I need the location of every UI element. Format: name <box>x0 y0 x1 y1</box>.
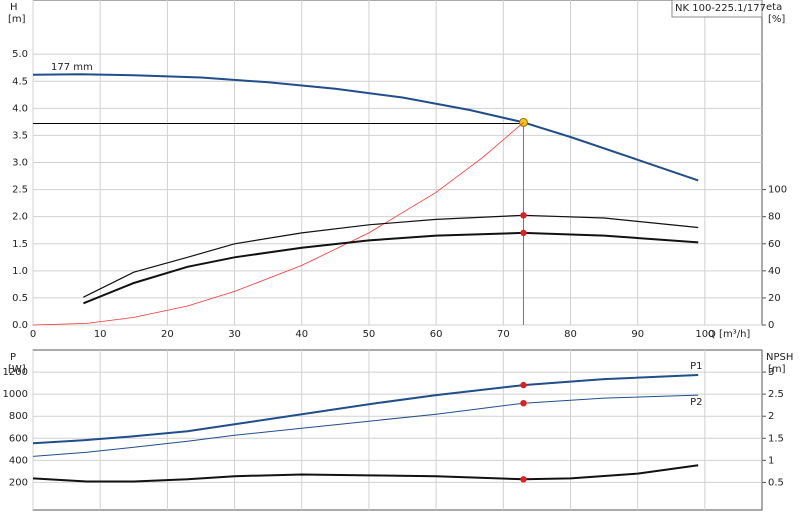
x-tick-label: 100 <box>695 329 714 340</box>
y2-tick-label: 2.5 <box>768 389 784 400</box>
x-tick-label: 30 <box>228 329 241 340</box>
series-line <box>32 394 699 457</box>
y-tick-label: 5.0 <box>12 49 28 60</box>
y2-axis-unit: [%] <box>768 14 785 25</box>
y2-tick-label: 2 <box>768 411 774 422</box>
x-tick-label: 70 <box>497 329 510 340</box>
y-tick-label: 1000 <box>3 389 28 400</box>
series-line <box>32 122 524 326</box>
x-tick-label: 90 <box>631 329 644 340</box>
series-line <box>83 214 699 298</box>
y-axis-unit: [m] <box>8 14 26 25</box>
series-line <box>32 73 699 182</box>
y-tick-label: 1.0 <box>12 266 28 277</box>
series-line <box>32 374 699 445</box>
y2-tick-label: 3 <box>768 367 774 378</box>
y2-tick-label: 60 <box>768 239 781 250</box>
series-label: P2 <box>690 397 702 408</box>
y-tick-label: 2.5 <box>12 185 28 196</box>
series-line <box>83 231 699 305</box>
y-tick-label: 0.5 <box>12 293 28 304</box>
y2-tick-label: 1.5 <box>768 433 784 444</box>
y-tick-label: 1200 <box>3 367 28 378</box>
series-label: P1 <box>690 361 702 372</box>
duty-marker <box>520 229 527 237</box>
y2-tick-label: 80 <box>768 212 781 223</box>
y-tick-label: 4.0 <box>12 103 28 114</box>
y2-axis-label: eta <box>766 2 782 13</box>
y-axis-label: H <box>10 2 18 13</box>
series-line <box>32 464 699 483</box>
y2-tick-label: 100 <box>768 185 787 196</box>
y-tick-label: 800 <box>9 411 28 422</box>
y-tick-label: 1.5 <box>12 239 28 250</box>
x-tick-label: 60 <box>430 329 443 340</box>
y-tick-label: 200 <box>9 477 28 488</box>
y-axis-label: P <box>10 352 16 363</box>
y2-tick-label: 20 <box>768 293 781 304</box>
x-tick-label: 10 <box>94 329 107 340</box>
x-tick-label: 50 <box>363 329 376 340</box>
y-tick-label: 2.0 <box>12 212 28 223</box>
y2-tick-label: 40 <box>768 266 781 277</box>
duty-marker <box>520 399 527 407</box>
y2-tick-label: 0.5 <box>768 477 784 488</box>
y2-tick-label: 1 <box>768 455 774 466</box>
y2-tick-label: 0 <box>768 320 774 331</box>
y-tick-label: 600 <box>9 433 28 444</box>
y-tick-label: 0.0 <box>12 320 28 331</box>
y-tick-label: 3.0 <box>12 158 28 169</box>
model-box <box>671 0 763 18</box>
y-tick-label: 3.5 <box>12 130 28 141</box>
x-tick-label: 80 <box>564 329 577 340</box>
x-tick-label: 20 <box>161 329 174 340</box>
x-axis-label: Q [m³/h] <box>708 329 750 340</box>
plot-area <box>32 349 763 511</box>
duty-marker <box>520 212 527 219</box>
y-tick-label: 4.5 <box>12 76 28 87</box>
series-label: 177 mm <box>51 62 93 73</box>
x-tick-label: 0 <box>30 329 36 340</box>
y-axis-unit: [W] <box>8 364 26 375</box>
y2-axis-unit: [m] <box>768 364 786 375</box>
y2-axis-label: NPSH <box>766 352 793 363</box>
duty-marker <box>520 381 527 389</box>
y-tick-label: 400 <box>9 455 28 466</box>
x-tick-label: 40 <box>295 329 308 340</box>
model-label: NK 100-225.1/177 <box>675 3 766 14</box>
duty-marker <box>520 476 527 483</box>
